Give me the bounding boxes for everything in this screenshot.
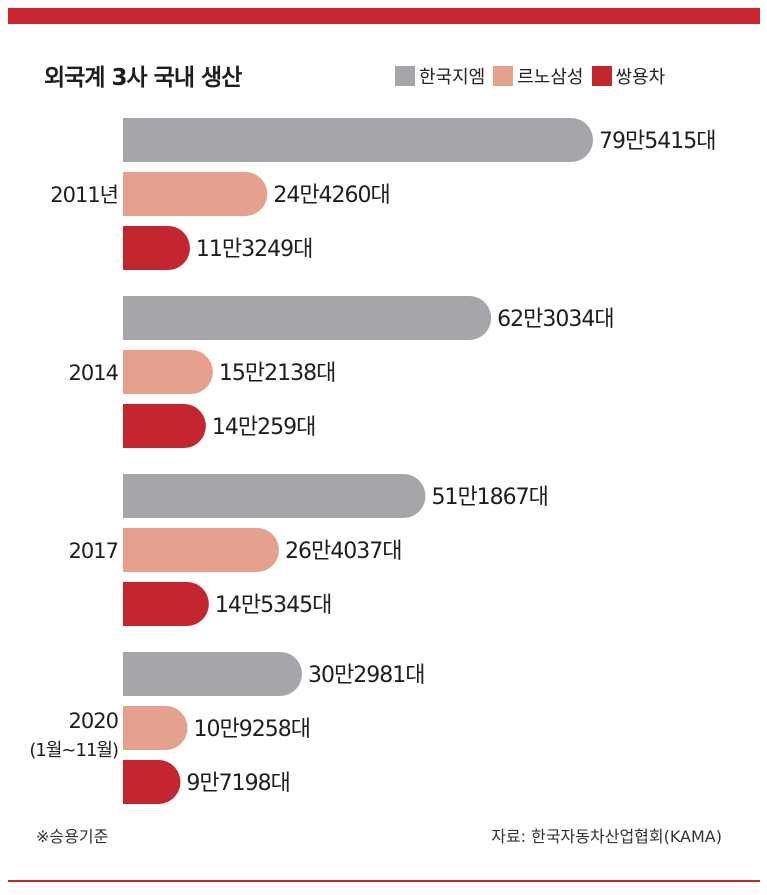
bar-gm-2 — [123, 474, 426, 518]
data-label-renault-0: 24만4260대 — [273, 183, 389, 208]
bar-ssangyong-2 — [123, 582, 209, 626]
data-label-gm-3: 30만2981대 — [308, 663, 424, 688]
category-label-1: 2014 — [69, 361, 119, 385]
legend-item-renault: 르노삼성 — [493, 63, 584, 89]
data-label-ssangyong-0: 11만3249대 — [196, 237, 312, 262]
bar-gm-0 — [123, 118, 593, 162]
bar-renault-1 — [123, 350, 213, 394]
category-sublabel-3: (1월~11월) — [29, 740, 118, 761]
bar-ssangyong-0 — [123, 226, 190, 270]
legend: 한국지엠 르노삼성 쌍용차 — [395, 63, 665, 89]
legend-label-renault: 르노삼성 — [517, 67, 584, 88]
bar-renault-0 — [123, 172, 268, 216]
legend-swatch-gm — [395, 66, 415, 86]
bar-renault-2 — [123, 528, 280, 572]
data-label-gm-0: 79만5415대 — [599, 129, 715, 154]
data-label-renault-3: 10만9258대 — [194, 717, 310, 742]
bar-ssangyong-1 — [123, 404, 206, 448]
data-label-gm-1: 62만3034대 — [497, 307, 613, 332]
category-label-3: 2020 — [69, 709, 118, 733]
bar-renault-3 — [123, 706, 188, 750]
source-credit: 자료: 한국자동차산업협회(KAMA) — [491, 827, 722, 846]
data-label-renault-1: 15만2138대 — [219, 361, 335, 386]
legend-swatch-renault — [493, 66, 514, 86]
bar-gm-3 — [123, 652, 303, 696]
legend-label-gm: 한국지엠 — [419, 67, 486, 88]
top-accent-bar — [8, 8, 760, 24]
data-label-ssangyong-3: 9만7198대 — [186, 771, 289, 796]
bottom-accent-line — [8, 880, 760, 882]
chart-title: 외국계 3사 국내 생산 — [44, 65, 242, 91]
legend-item-ssangyong: 쌍용차 — [591, 63, 666, 89]
legend-item-gm: 한국지엠 — [395, 63, 485, 89]
footnote: ※승용기준 — [36, 827, 109, 846]
data-label-renault-2: 26만4037대 — [285, 539, 401, 564]
legend-swatch-ssangyong — [591, 66, 612, 86]
legend-label-ssangyong: 쌍용차 — [615, 67, 666, 88]
data-label-gm-2: 51만1867대 — [431, 485, 547, 510]
category-label-0: 2011년 — [50, 183, 118, 207]
bar-ssangyong-3 — [123, 760, 181, 804]
data-label-ssangyong-2: 14만5345대 — [215, 593, 331, 618]
bar-gm-1 — [123, 296, 492, 340]
category-label-2: 2017 — [69, 539, 118, 563]
data-label-ssangyong-1: 14만259대 — [212, 415, 315, 440]
